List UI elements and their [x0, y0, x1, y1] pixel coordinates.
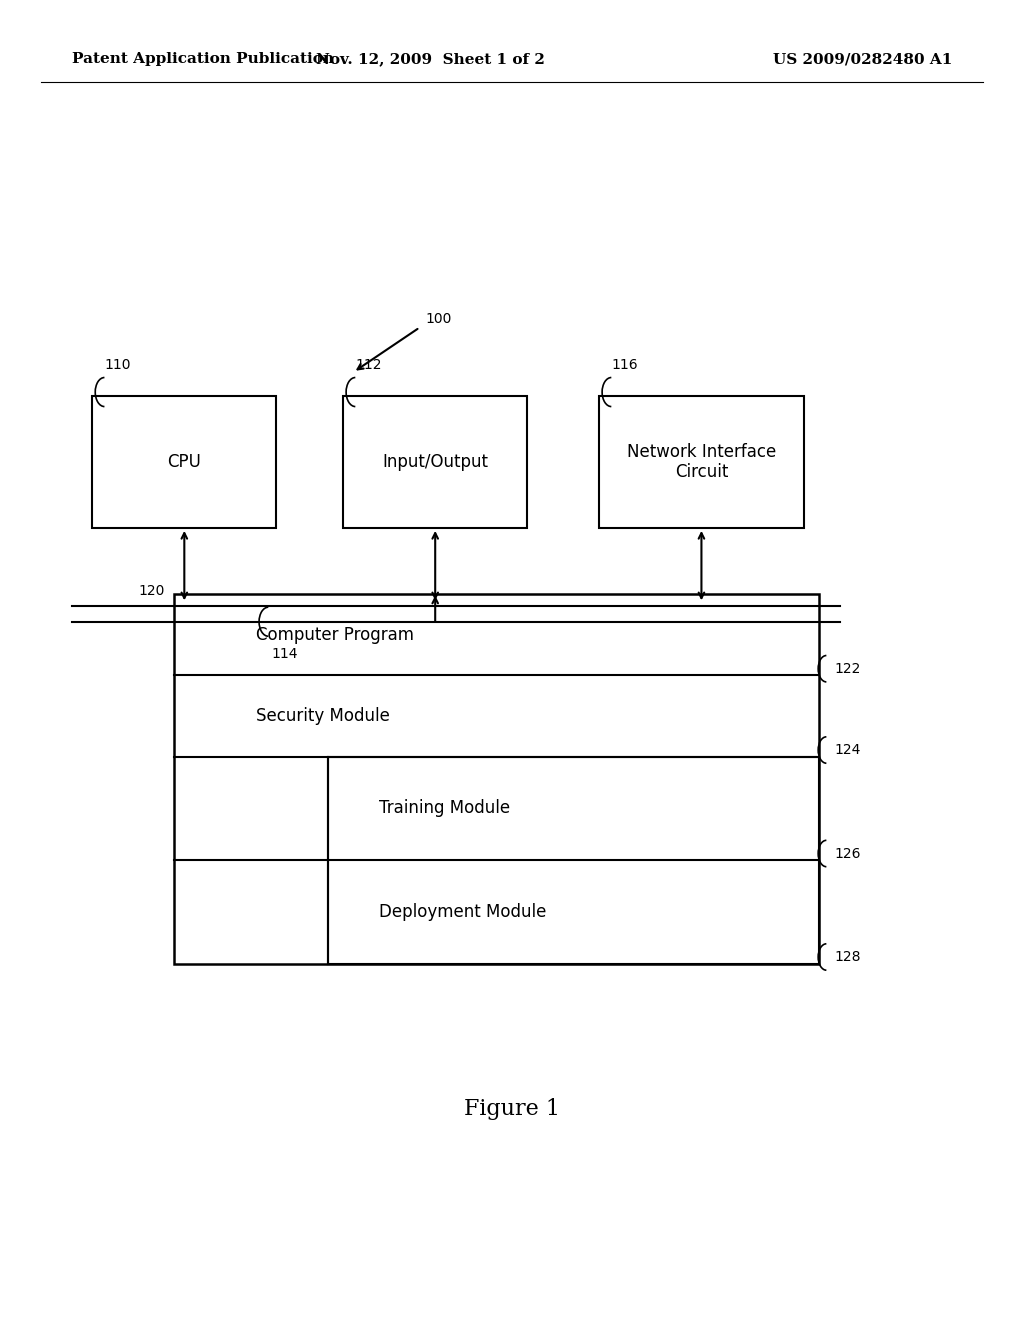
Text: 122: 122	[835, 661, 861, 676]
Text: CPU: CPU	[167, 453, 202, 471]
Text: 120: 120	[138, 583, 165, 598]
FancyBboxPatch shape	[343, 396, 527, 528]
FancyBboxPatch shape	[92, 396, 276, 528]
Text: Network Interface
Circuit: Network Interface Circuit	[627, 442, 776, 482]
Text: Computer Program: Computer Program	[256, 626, 414, 644]
FancyBboxPatch shape	[174, 594, 819, 964]
Text: Input/Output: Input/Output	[382, 453, 488, 471]
Text: 110: 110	[104, 358, 131, 372]
Text: Deployment Module: Deployment Module	[379, 903, 546, 921]
Text: 112: 112	[355, 358, 382, 372]
Text: 126: 126	[835, 846, 861, 861]
Text: Security Module: Security Module	[256, 708, 390, 725]
Text: Figure 1: Figure 1	[464, 1098, 560, 1119]
Text: 114: 114	[271, 647, 298, 661]
Text: Nov. 12, 2009  Sheet 1 of 2: Nov. 12, 2009 Sheet 1 of 2	[315, 53, 545, 66]
FancyBboxPatch shape	[599, 396, 804, 528]
Text: 124: 124	[835, 743, 861, 758]
Text: Patent Application Publication: Patent Application Publication	[72, 53, 334, 66]
Text: Training Module: Training Module	[379, 800, 510, 817]
Text: 116: 116	[611, 358, 638, 372]
Text: US 2009/0282480 A1: US 2009/0282480 A1	[773, 53, 952, 66]
Text: 128: 128	[835, 950, 861, 964]
Text: 100: 100	[425, 313, 452, 326]
FancyBboxPatch shape	[328, 756, 819, 964]
